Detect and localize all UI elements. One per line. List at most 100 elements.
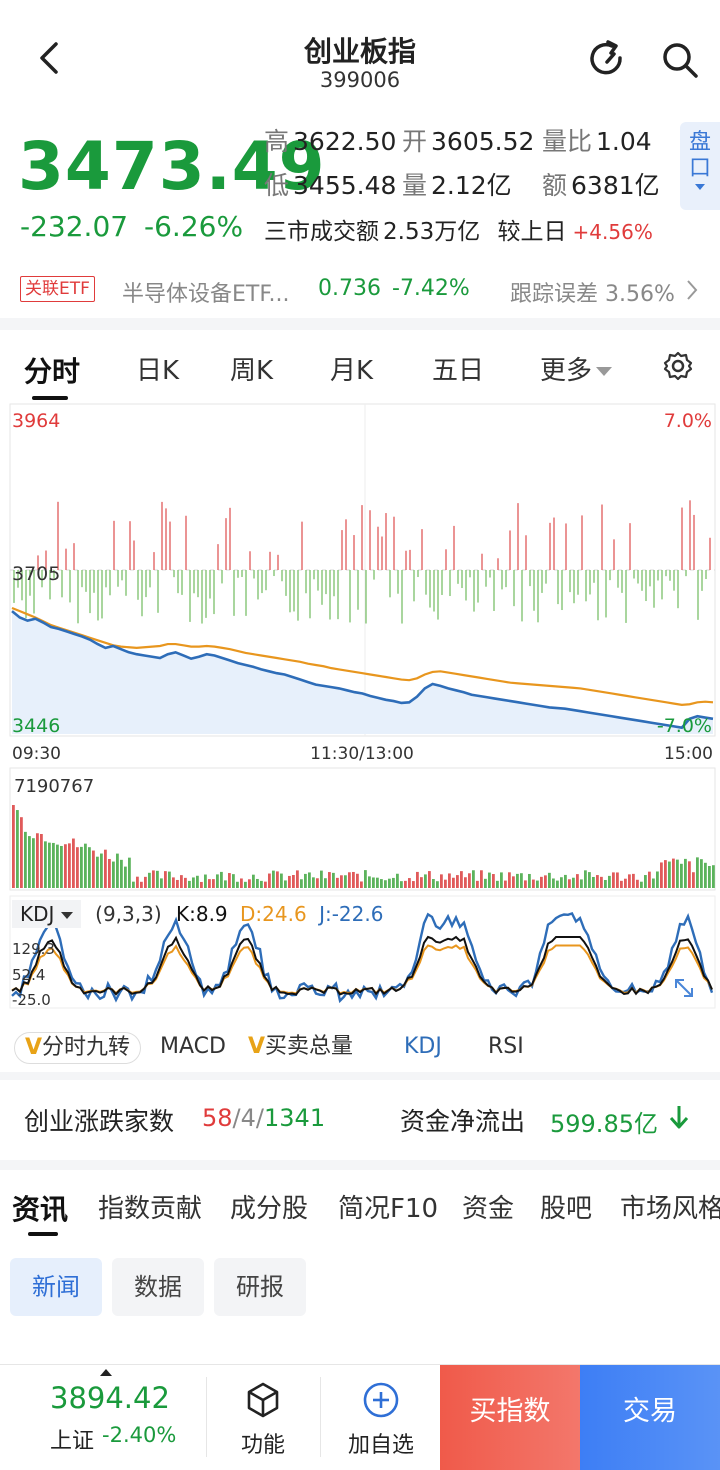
kdj-axis-low: -25.0 (12, 991, 51, 1009)
volume-bar (196, 875, 199, 888)
volume-bar (264, 881, 267, 888)
volume-bar (460, 871, 463, 888)
pankou-button[interactable]: 盘口 (680, 122, 720, 210)
volume-bar (632, 873, 635, 888)
shanghai-index-name: 上证 (50, 1429, 95, 1454)
volume-max-label: 7190767 (14, 776, 94, 797)
volume-bar (116, 853, 119, 888)
volume-bar (604, 879, 607, 888)
indicator-tab-rsi[interactable]: RSI (488, 1034, 524, 1059)
volume-bar (484, 878, 487, 888)
volume-bar (568, 879, 571, 888)
volume-bar (444, 879, 447, 888)
current-price: 3473.49 (18, 128, 326, 205)
volume-bar (668, 861, 671, 888)
bottom-bar: 3894.42 上证 -2.40% 功能 加自选 买指数 交易 (0, 1364, 720, 1470)
volume-bar (508, 872, 511, 888)
expand-icon[interactable] (675, 979, 693, 997)
volume-bar (532, 879, 535, 888)
volume-bar (564, 874, 567, 888)
volume-bar (172, 877, 175, 888)
volume-bar (52, 842, 55, 888)
volume-bar (388, 878, 391, 888)
index-code: 399006 (319, 68, 401, 92)
function-button[interactable]: 功能 (218, 1371, 308, 1467)
section-divider (0, 1072, 720, 1080)
trade-button[interactable]: 交易 (580, 1365, 720, 1470)
stat-low: 低 3455.48 (264, 171, 397, 200)
refresh-icon[interactable] (586, 38, 630, 82)
subtab-research[interactable]: 研报 (214, 1258, 306, 1316)
volume-bar (228, 873, 231, 888)
info-tab-contribution[interactable]: 指数贡献 (98, 1194, 203, 1224)
tab-more[interactable]: 更多 (540, 350, 613, 387)
shanghai-index-price[interactable]: 3894.42 (50, 1381, 170, 1415)
volume-bar (312, 877, 315, 888)
breadth-values: 58/4/1341 (202, 1104, 326, 1132)
volume-bar (108, 858, 111, 888)
volume-bar (596, 875, 599, 888)
etf-pct: -7.42% (392, 276, 470, 301)
volume-bar (464, 877, 467, 888)
market-turnover: 三市成交额 2.53万亿 较上日 +4.56% (264, 219, 653, 245)
volume-bar (44, 841, 47, 888)
info-tab-market-style[interactable]: 市场风格 (620, 1194, 720, 1224)
volume-bar (212, 879, 215, 888)
volume-bar (352, 871, 355, 888)
volume-bar (612, 872, 615, 888)
volume-bar (140, 881, 143, 888)
info-tab-forum[interactable]: 股吧 (540, 1194, 593, 1224)
volume-bar (124, 866, 127, 888)
volume-bar (164, 871, 167, 888)
chevron-right-icon (687, 280, 698, 300)
page-title: 创业板指 (303, 35, 416, 68)
volume-bar (12, 805, 15, 888)
tab-weekly-k[interactable]: 周K (230, 356, 274, 386)
indicator-tab-order-volume[interactable]: V买卖总量 (248, 1034, 354, 1059)
info-tab-constituents[interactable]: 成分股 (230, 1194, 309, 1224)
intraday-chart[interactable]: 3964 3705 3446 7.0% -7.0% 09:30 11:30/13… (0, 400, 720, 1010)
volume-bar (64, 844, 67, 888)
info-tab-f10[interactable]: 简况F10 (338, 1194, 439, 1224)
related-etf-row[interactable]: 关联ETF 半导体设备ETF... 0.736 -7.42% 跟踪误差 3.56… (0, 268, 720, 312)
volume-bar (700, 859, 703, 888)
tab-monthly-k[interactable]: 月K (330, 356, 374, 386)
chevron-left-icon[interactable] (30, 36, 70, 80)
time-mid-label: 11:30/13:00 (310, 744, 414, 764)
volume-bar (372, 877, 375, 888)
subtab-data[interactable]: 数据 (112, 1258, 204, 1316)
volume-bar (476, 880, 479, 888)
indicator-tab-macd[interactable]: MACD (160, 1034, 226, 1059)
buy-index-button[interactable]: 买指数 (440, 1365, 580, 1470)
tick-bars (13, 500, 711, 624)
volume-bar (540, 876, 543, 888)
volume-bar (96, 856, 99, 888)
volume-bar (280, 873, 283, 888)
volume-bar (456, 875, 459, 888)
indicator-tab-nine-turn[interactable]: V分时九转 (14, 1032, 142, 1064)
volume-bar (304, 873, 307, 888)
kdj-k-line (11, 935, 713, 996)
subtab-news[interactable]: 新闻 (10, 1258, 102, 1316)
kdj-axis-mid: 52.4 (12, 966, 45, 984)
caret-down-icon (60, 912, 73, 919)
volume-bar (332, 872, 335, 888)
gear-icon[interactable] (662, 350, 694, 382)
volume-bar (676, 859, 679, 888)
volume-bar (660, 862, 663, 888)
kdj-selector[interactable]: KDJ (12, 900, 81, 928)
add-watchlist-button[interactable]: 加自选 (336, 1371, 426, 1467)
tab-daily-k[interactable]: 日K (136, 356, 180, 386)
info-tab-news[interactable]: 资讯 (12, 1193, 69, 1226)
info-tab-funds[interactable]: 资金 (462, 1194, 515, 1224)
tab-intraday[interactable]: 分时 (24, 355, 81, 388)
volume-bar (452, 877, 455, 888)
tab-five-day[interactable]: 五日 (432, 356, 485, 386)
caret-down-icon (695, 184, 705, 190)
volume-bar (412, 881, 415, 888)
volume-bar (144, 876, 147, 888)
volume-bar (344, 875, 347, 888)
indicator-tab-kdj[interactable]: KDJ (404, 1034, 442, 1059)
search-icon[interactable] (658, 38, 702, 82)
volume-bar (364, 870, 367, 888)
